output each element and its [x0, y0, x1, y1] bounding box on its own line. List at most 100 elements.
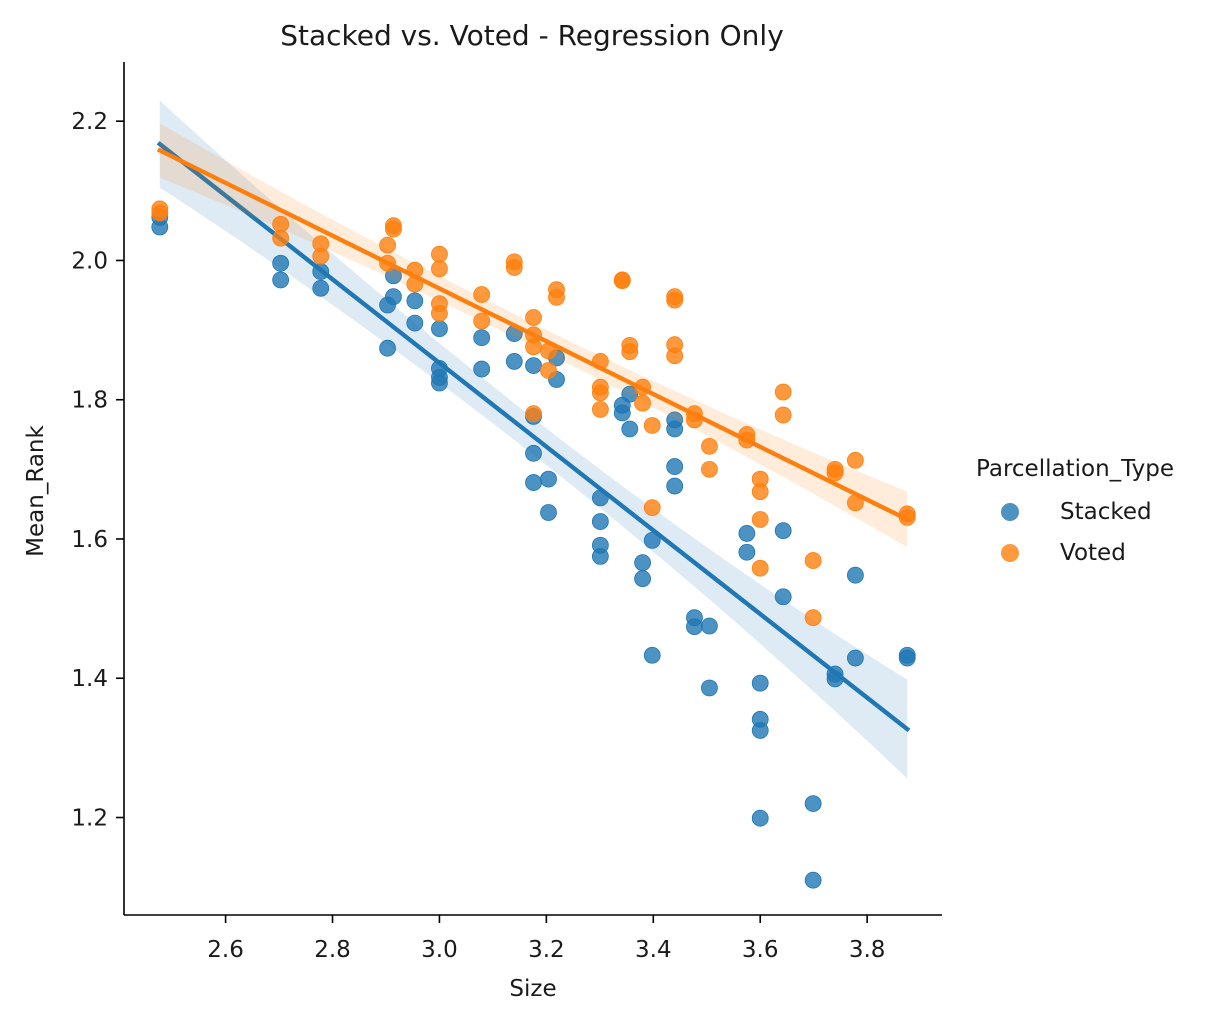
x-tick-label: 3.2: [528, 937, 565, 963]
data-point: [751, 511, 769, 528]
data-point: [774, 522, 792, 540]
data-point: [505, 353, 523, 370]
data-point: [473, 329, 491, 347]
data-point: [473, 312, 491, 330]
series-voted: [151, 123, 916, 627]
data-point: [666, 477, 684, 495]
data-point: [312, 247, 330, 265]
data-point: [473, 286, 491, 303]
data-point: [525, 357, 542, 374]
data-point: [591, 513, 609, 530]
data-point: [846, 566, 864, 584]
confidence-band-stacked: [159, 100, 908, 779]
data-point: [540, 504, 557, 521]
data-point: [406, 292, 424, 310]
data-point: [525, 309, 542, 326]
data-point: [751, 809, 769, 827]
data-point: [666, 291, 684, 309]
data-point: [525, 405, 542, 423]
y-ticks: 1.2 1.4 1.6 1.8 2.0 2.2: [71, 109, 124, 832]
data-point: [379, 236, 396, 254]
data-point: [774, 588, 792, 606]
plot-area: [151, 100, 916, 889]
y-tick-label: 2.0: [71, 248, 108, 274]
legend: Parcellation_Type Stacked Voted: [976, 456, 1174, 566]
data-point: [431, 245, 448, 263]
data-point: [272, 229, 290, 247]
data-point: [643, 531, 661, 549]
data-point: [272, 254, 290, 272]
data-point: [643, 499, 661, 517]
data-point: [738, 543, 756, 561]
data-point: [774, 383, 792, 401]
data-point: [591, 384, 609, 402]
data-point: [846, 649, 864, 667]
data-point: [751, 483, 769, 501]
data-point: [751, 559, 769, 577]
x-tick-label: 3.6: [742, 937, 779, 963]
data-point: [473, 360, 491, 378]
legend-entry-voted: Voted: [1001, 540, 1126, 566]
data-point: [379, 339, 396, 357]
data-point: [621, 343, 639, 361]
data-point: [804, 552, 822, 569]
data-point: [751, 722, 769, 739]
axes: [123, 62, 942, 916]
y-axis-label: Mean_Rank: [23, 425, 49, 557]
data-point: [643, 417, 661, 434]
regression-line-voted: [156, 147, 911, 523]
x-axis-label: Size: [509, 976, 556, 1002]
data-point: [613, 272, 631, 290]
data-point: [431, 260, 448, 278]
legend-title: Parcellation_Type: [976, 456, 1174, 482]
x-tick-label: 3.4: [635, 937, 672, 963]
legend-entry-stacked: Stacked: [1001, 499, 1152, 525]
data-point: [591, 401, 609, 418]
y-tick-label: 1.8: [71, 388, 108, 414]
data-point: [701, 679, 718, 697]
data-point: [525, 444, 542, 462]
data-point: [686, 618, 703, 636]
data-point: [613, 404, 631, 422]
data-point: [525, 474, 542, 491]
data-point: [804, 871, 822, 889]
x-tick-label: 3.0: [421, 937, 458, 963]
data-point: [591, 547, 609, 565]
y-tick-label: 1.2: [71, 806, 108, 832]
data-point: [431, 304, 448, 322]
data-point: [826, 464, 844, 482]
legend-label-voted: Voted: [1060, 540, 1126, 566]
data-point: [774, 406, 792, 424]
legend-marker-stacked: [1001, 503, 1019, 521]
y-tick-label: 1.4: [71, 666, 108, 692]
data-point: [634, 570, 652, 588]
data-point: [738, 525, 756, 542]
data-point: [846, 451, 864, 469]
x-ticks: 2.6 2.8 3.0 3.2 3.4 3.6 3.8: [207, 915, 885, 963]
data-point: [540, 362, 557, 379]
data-point: [385, 220, 402, 238]
legend-marker-voted: [1001, 544, 1019, 562]
data-point: [272, 271, 290, 289]
y-tick-label: 2.2: [71, 109, 108, 135]
data-point: [505, 259, 523, 276]
data-point: [898, 649, 916, 667]
data-point: [701, 437, 718, 455]
data-point: [525, 338, 542, 356]
data-point: [666, 347, 684, 365]
data-point: [701, 460, 718, 478]
data-point: [540, 470, 557, 488]
data-point: [431, 320, 448, 338]
x-tick-label: 3.8: [849, 937, 886, 963]
data-point: [666, 458, 684, 475]
data-point: [312, 279, 330, 297]
y-tick-label: 1.6: [71, 527, 108, 553]
data-point: [804, 609, 822, 627]
data-point: [385, 288, 402, 306]
x-tick-label: 2.8: [314, 937, 351, 963]
data-point: [634, 554, 652, 572]
data-point: [621, 385, 639, 403]
data-point: [548, 288, 565, 306]
regression-line-stacked: [156, 141, 911, 733]
data-point: [804, 795, 822, 812]
